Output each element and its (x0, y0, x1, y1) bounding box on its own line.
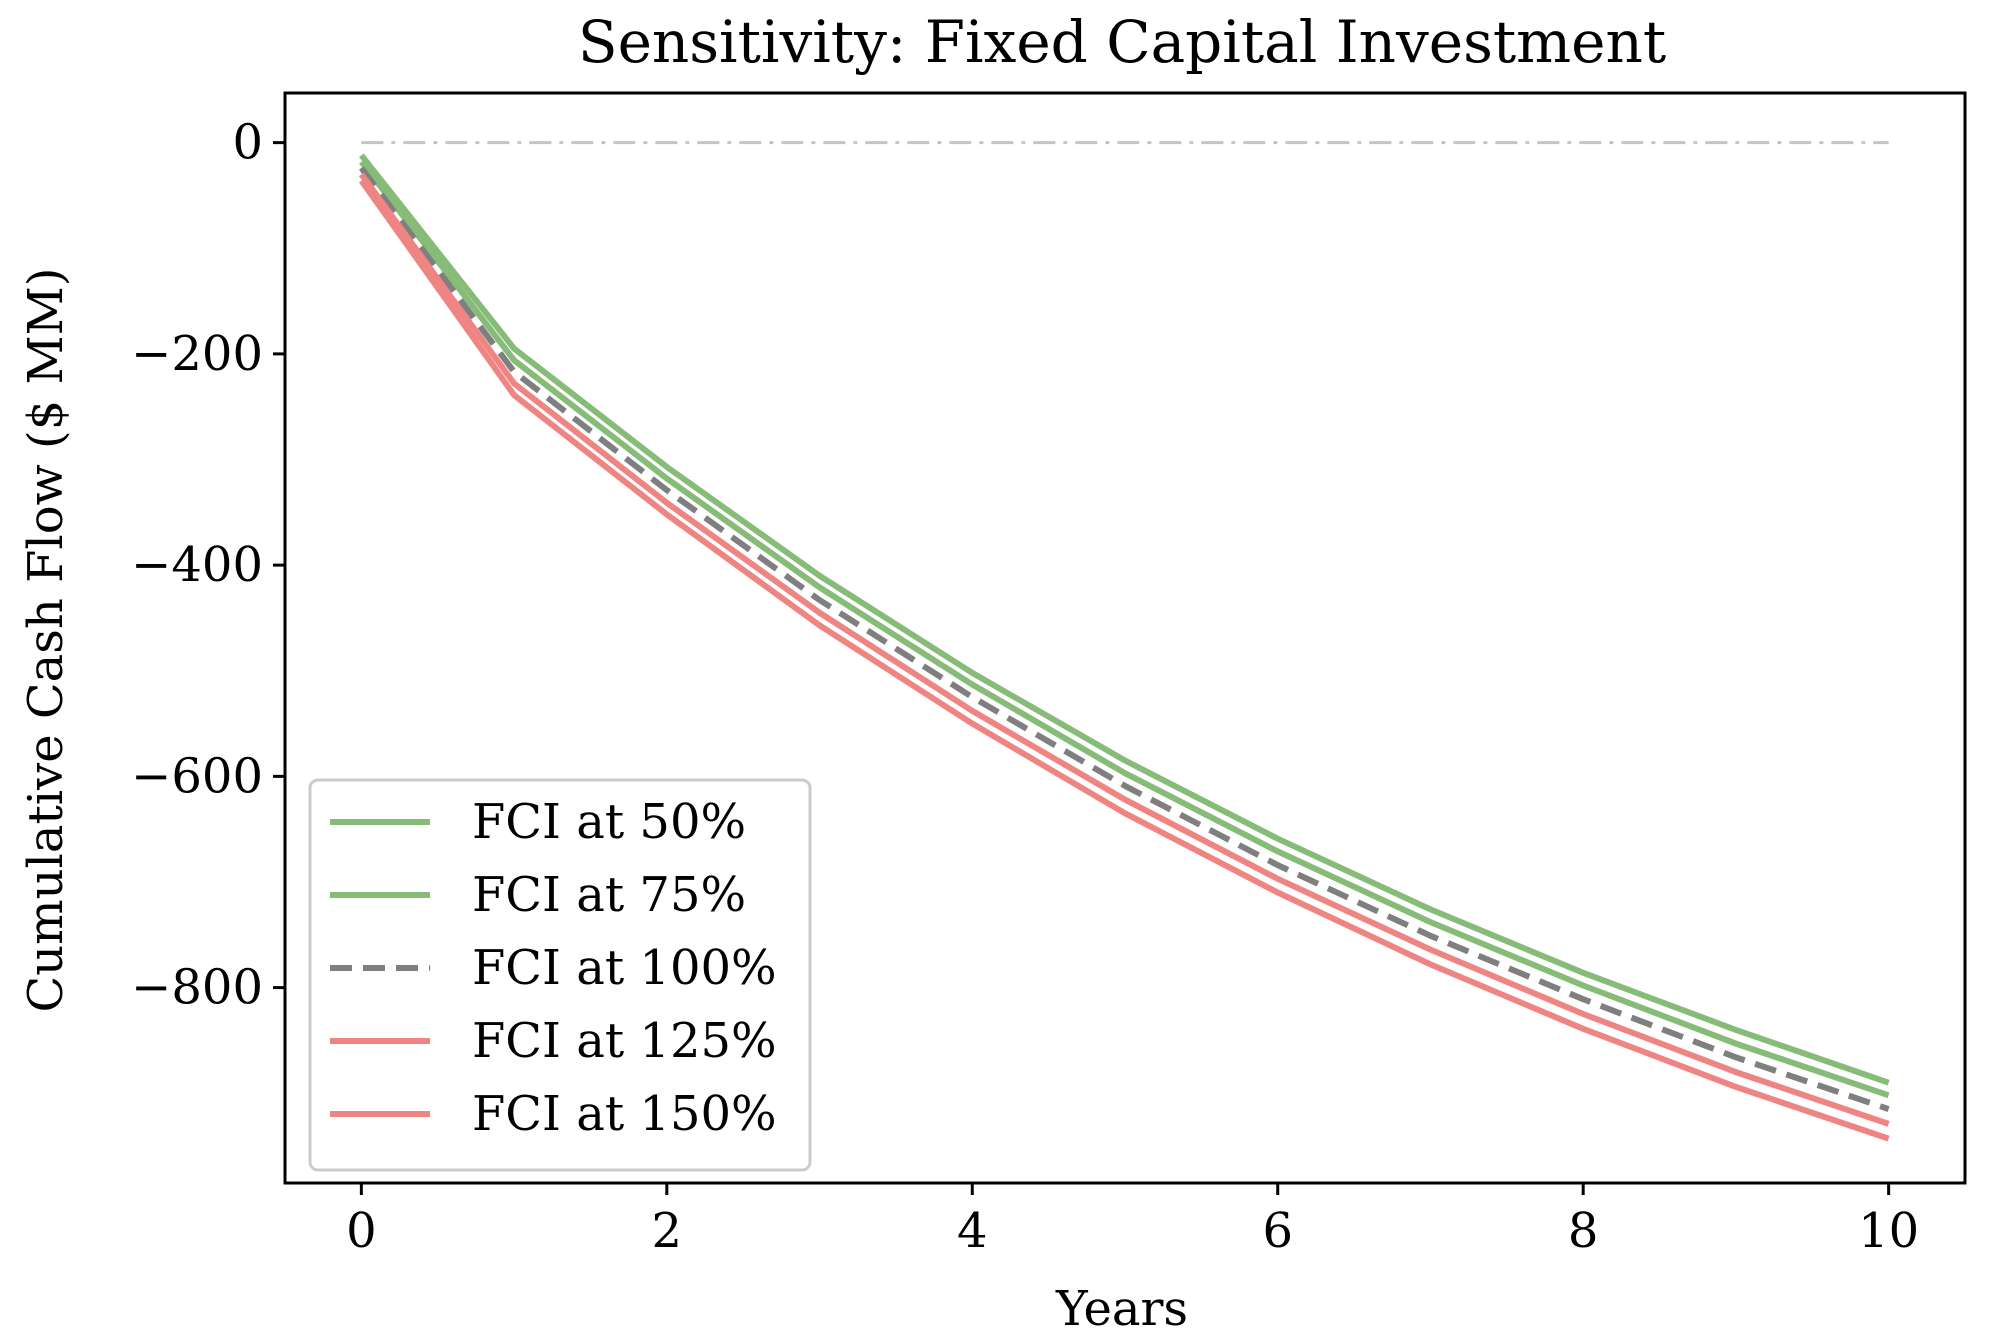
x-tick-label: 0 (346, 1203, 377, 1259)
x-tick-label: 2 (652, 1203, 683, 1259)
series-line-2 (359, 159, 1890, 1099)
series-line-1 (359, 153, 1890, 1086)
x-tick-label: 4 (957, 1203, 988, 1259)
legend-label: FCI at 100% (472, 940, 777, 996)
legend-label: FCI at 75% (472, 867, 746, 923)
legend-label: FCI at 50% (472, 794, 746, 850)
series-line-4 (358, 172, 1890, 1127)
y-axis-label: Cumulative Cash Flow ($ MM) (18, 267, 74, 1012)
x-axis-label: Years (1055, 1281, 1188, 1337)
y-tick-label: −200 (131, 326, 263, 382)
series-line-5 (358, 178, 1890, 1142)
legend-box (308, 778, 812, 1172)
y-tick-label: −800 (131, 960, 263, 1016)
y-tick-label: −400 (131, 537, 263, 593)
x-axis: 0 2 4 6 8 10 (346, 1183, 1919, 1259)
plot-frame (283, 91, 1967, 1185)
series-line-3 (358, 166, 1890, 1112)
x-tick-label: 8 (1568, 1203, 1599, 1259)
y-tick-label: −600 (131, 748, 263, 804)
legend: FCI at 50% FCI at 75% FCI at 100% FCI at 12… (308, 778, 812, 1172)
y-tick-label: 0 (232, 115, 263, 171)
legend-label: FCI at 150% (472, 1086, 777, 1142)
chart-title: Sensitivity: Fixed Capital Investment (578, 8, 1666, 76)
x-tick-label: 6 (1262, 1203, 1293, 1259)
plot-area (358, 141, 1890, 1142)
x-tick-label: 10 (1858, 1203, 1919, 1259)
y-axis: 0 −200 −400 −600 −800 (131, 115, 285, 1016)
legend-label: FCI at 125% (472, 1013, 777, 1069)
